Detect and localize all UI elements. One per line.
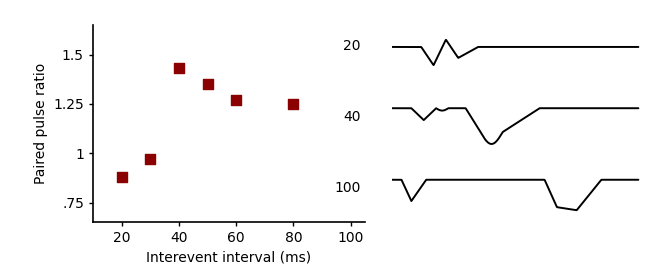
Point (203, 82, 213, 86)
Point (145, 157, 155, 162)
Text: 40: 40 (343, 110, 361, 124)
Text: 20: 20 (343, 39, 361, 53)
Point (116, 175, 127, 179)
Point (173, 66, 184, 71)
Y-axis label: Paired pulse ratio: Paired pulse ratio (34, 63, 48, 184)
Point (231, 98, 242, 102)
Text: 100: 100 (334, 181, 361, 195)
X-axis label: Interevent interval (ms): Interevent interval (ms) (147, 251, 311, 265)
Point (288, 102, 299, 106)
